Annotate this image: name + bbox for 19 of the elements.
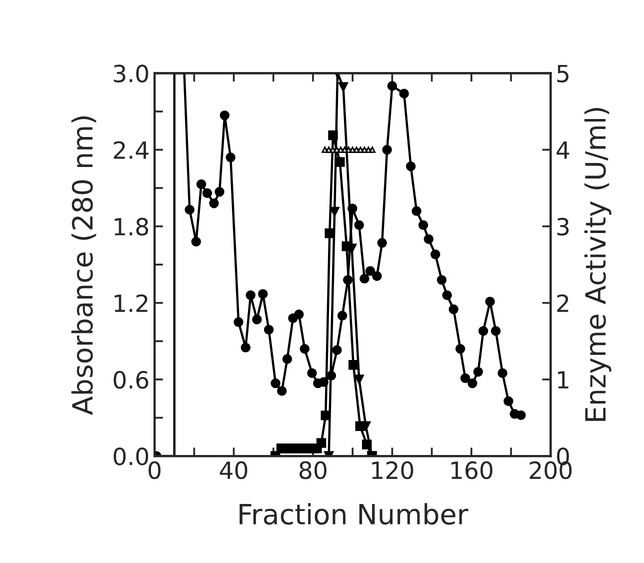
y2-tick-label: 4	[556, 142, 570, 159]
y-tick-label: 3.0	[114, 64, 148, 82]
x-tick-label: 160	[451, 461, 492, 480]
y-tick-label: 2.4	[114, 141, 148, 159]
x-tick-label: 80	[300, 461, 326, 480]
x-axis-title: Fraction Number	[240, 503, 468, 525]
x-tick-label: 40	[220, 461, 248, 480]
x-tick-label: 120	[372, 461, 414, 480]
y-tick-label: 1.8	[114, 218, 148, 236]
y-tick-label: 1.2	[114, 294, 148, 312]
y-axis-title: Absorbance (280 nm)	[71, 116, 96, 415]
y-tick-label: 0.0	[114, 447, 148, 466]
y2-tick-label: 5	[557, 64, 568, 82]
y-tick-label: 0.6	[114, 370, 148, 389]
y2-tick-label: 2	[557, 294, 568, 312]
y2-tick-label: 3	[557, 218, 569, 236]
x-tick-label: 0	[148, 461, 161, 480]
y2-tick-label: 1	[558, 371, 568, 388]
y2-axis-title: Enzyme Activity (U/ml)	[584, 108, 612, 421]
